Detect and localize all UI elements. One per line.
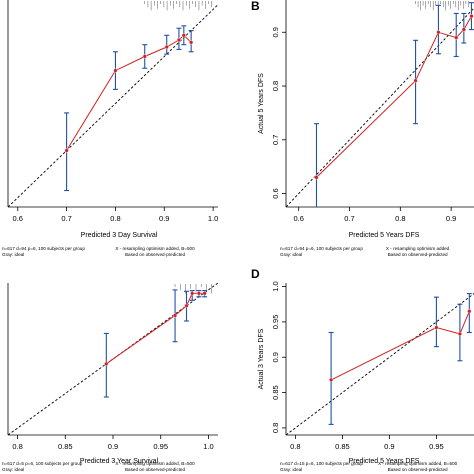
calibration-point xyxy=(184,303,189,308)
footnote-right: X - resampling optimism added, B=500 xyxy=(378,461,458,466)
calibration-point xyxy=(196,291,202,296)
calibration-point xyxy=(436,30,441,35)
plot-area xyxy=(286,1,474,207)
calibration-point xyxy=(413,78,418,83)
calibration-point xyxy=(113,68,118,73)
x-tick-label: 0.8 xyxy=(110,214,120,223)
x-tick-label: 0.9 xyxy=(384,442,394,451)
footnote-left: n=617 d=94 p=6, 100 subjects per group xyxy=(2,246,85,251)
calibration-point xyxy=(176,37,182,43)
x-tick-label: 0.6 xyxy=(13,214,23,223)
footnote-left: Gray: ideal xyxy=(280,467,302,472)
calibration-point xyxy=(434,325,439,330)
calibration-point xyxy=(457,331,462,337)
calibration-point xyxy=(190,291,195,296)
x-tick-label: 0.95 xyxy=(429,442,444,451)
footnote-left: Gray: ideal xyxy=(280,252,302,257)
x-axis-title: Predicted 3 Day Survival xyxy=(81,232,158,239)
y-tick-label: 0.8 xyxy=(271,423,280,433)
ideal-line xyxy=(286,293,474,435)
footnote-right: Based on observed-predicted xyxy=(125,467,185,472)
calibration-point xyxy=(164,44,169,50)
calibration-point xyxy=(189,40,194,45)
y-tick-label: 0.85 xyxy=(271,385,280,400)
plot-area xyxy=(8,1,218,207)
calibration-point xyxy=(181,33,186,38)
calibration-point xyxy=(469,14,474,19)
calibration-point xyxy=(64,148,69,153)
y-tick-label: 0.9 xyxy=(271,352,280,362)
y-tick-label: 1.0 xyxy=(271,281,280,291)
x-tick-label: 0.85 xyxy=(335,442,350,451)
calibration-line xyxy=(66,34,192,151)
ideal-line xyxy=(286,7,474,207)
y-axis-title: Actual 5 Years DFS xyxy=(258,73,265,134)
x-tick-label: 0.9 xyxy=(159,214,169,223)
footnote-left: Gray: ideal xyxy=(2,252,24,257)
footnote-right: Based on observed-predicted xyxy=(388,467,448,472)
x-tick-label: 0.9 xyxy=(108,442,118,451)
calibration-point xyxy=(454,35,459,40)
calibration-line xyxy=(330,311,470,381)
y-tick-label: 0.6 xyxy=(271,188,280,198)
footnote-right: X - resampling optimism added, B=500 xyxy=(115,246,195,251)
calibration-point xyxy=(172,313,178,318)
x-tick-label: 1.0 xyxy=(208,214,218,223)
footnote-left: n=617 d=5 p=6, 100 subjects per group xyxy=(2,461,83,466)
x-axis-title: Predicted 5 Years DFS xyxy=(349,458,420,465)
panel-letter: B xyxy=(251,0,260,13)
footnote-right: X - resampling optimism added, B=500 xyxy=(115,461,195,466)
calibration-point xyxy=(467,309,472,314)
x-tick-label: 0.9 xyxy=(446,214,456,223)
calibration-point xyxy=(461,27,466,32)
x-axis-title: Predicted 5 Years DFS xyxy=(349,232,420,239)
calibration-point xyxy=(104,361,109,366)
calibration-panel-c: 0.8 0.85 0.9 0.95 1.0 Predicted 3 Year Surviv… xyxy=(2,283,218,472)
calibration-panel-d: 0.8 0.85 0.9 0.95 0.8 0.85 0.9 0.95 1.0 Predicted… xyxy=(251,267,474,472)
panel-letter: D xyxy=(251,267,260,281)
footnote-left: n=617 d=15 p=6, 100 subjects per group xyxy=(280,461,363,466)
y-tick-label: 0.7 xyxy=(271,135,280,145)
x-tick-label: 0.7 xyxy=(61,214,71,223)
calibration-point xyxy=(314,175,319,180)
y-tick-label: 0.9 xyxy=(271,27,280,37)
footnote-right: Based on observed-predicted xyxy=(125,252,185,257)
footnote-left: n=617 d=94 p=6, 100 subjects per group xyxy=(280,246,363,251)
calibration-panel-b: 0.6 0.7 0.8 0.9 0.6 0.7 0.8 0.9 Predicted 5 Year… xyxy=(251,0,474,257)
x-tick-label: 1.0 xyxy=(203,442,213,451)
x-axis-title: Predicted 3 Year Survival xyxy=(80,458,159,465)
x-tick-label: 0.8 xyxy=(395,214,405,223)
y-tick-label: 0.8 xyxy=(271,81,280,91)
footnote-right: Based on observed-predicted xyxy=(388,252,448,257)
calibration-panel-a: 0.6 0.7 0.8 0.9 1.0 Predicted 3 Day Survival n… xyxy=(2,0,218,257)
x-tick-label: 0.95 xyxy=(153,442,168,451)
calibration-point xyxy=(202,291,207,296)
calibration-point xyxy=(142,54,147,59)
calibration-point xyxy=(329,377,334,382)
x-tick-label: 0.8 xyxy=(12,442,22,451)
x-tick-label: 0.7 xyxy=(344,214,354,223)
ideal-line xyxy=(8,4,218,207)
footnote-right: X - resampling optimism added xyxy=(386,246,450,251)
plot-area xyxy=(8,283,218,435)
calibration-line xyxy=(316,15,472,178)
y-tick-label: 0.95 xyxy=(271,315,280,330)
footnote-left: Gray: ideal xyxy=(2,467,24,472)
y-axis-title: Actual 3 Years DFS xyxy=(258,328,265,389)
x-tick-label: 0.8 xyxy=(290,442,300,451)
plot-area xyxy=(286,293,474,435)
x-tick-label: 0.85 xyxy=(58,442,73,451)
x-tick-label: 0.6 xyxy=(293,214,303,223)
